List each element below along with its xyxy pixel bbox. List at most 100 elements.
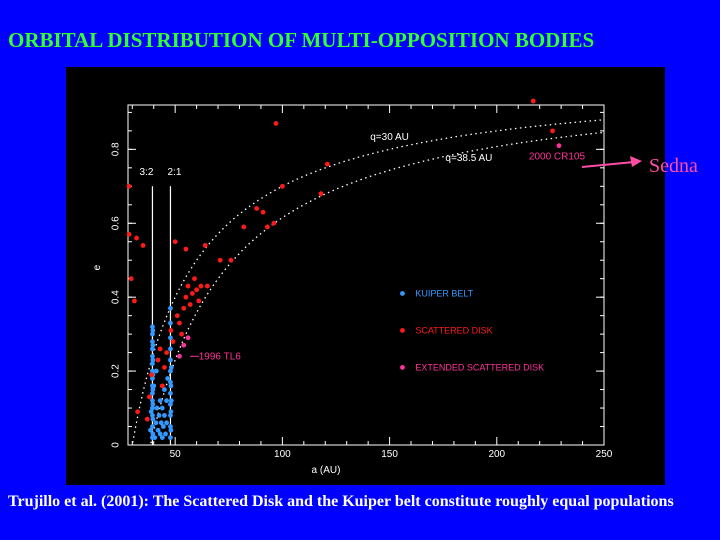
data-point [168, 409, 174, 415]
data-point [150, 424, 155, 429]
data-point [140, 243, 146, 248]
x-axis-label: a (AU) [312, 465, 341, 476]
data-point [152, 435, 158, 441]
data-point [168, 357, 173, 363]
data-point [150, 416, 156, 422]
plot-panel: 50 100 150 200 250 0 0.2 0.4 0.6 0.8 a (AU) e q=30 … [66, 67, 665, 485]
data-point [181, 305, 187, 311]
legend-marker [400, 364, 405, 370]
data-point [202, 243, 208, 248]
y-tick-label: 0.4 [111, 290, 122, 304]
axes: 50 100 150 200 250 0 0.2 0.4 0.6 0.8 a (AU) e [92, 104, 613, 476]
data-point [168, 305, 173, 311]
y-tick-label: 0.2 [111, 364, 122, 378]
resonance-label: 3:2 [139, 167, 153, 178]
data-point [150, 328, 156, 333]
data-point [148, 409, 154, 415]
data-point [194, 287, 200, 293]
data-point [155, 357, 161, 363]
legend-marker [400, 291, 405, 296]
data-point [150, 387, 156, 392]
data-point [168, 320, 173, 326]
data-point [150, 413, 155, 418]
data-point [159, 405, 165, 411]
legend-marker [400, 328, 405, 333]
data-point [168, 413, 173, 418]
data-point [147, 394, 152, 400]
data-point [260, 209, 266, 215]
data-point [168, 435, 173, 441]
data-point [168, 335, 173, 341]
data-point [150, 405, 155, 411]
y-axis-label: e [92, 264, 103, 270]
data-point [162, 413, 167, 418]
data-point [189, 291, 195, 296]
data-point [126, 231, 132, 237]
data-point [149, 372, 154, 378]
data-point [165, 376, 171, 381]
data-point [254, 206, 260, 211]
data-point [168, 424, 173, 429]
data-point [163, 431, 168, 437]
data-point [168, 346, 173, 352]
data-point [279, 183, 285, 189]
data-point [156, 413, 162, 418]
data-point [148, 427, 153, 433]
plot-frame [127, 104, 605, 446]
scatter-chart: 50 100 150 200 250 0 0.2 0.4 0.6 0.8 a (AU) e q=30 … [92, 98, 613, 476]
annotation-label: 1996 TL6 [199, 351, 242, 362]
data-point [183, 294, 189, 300]
data-point [196, 298, 202, 304]
data-point [264, 224, 270, 230]
data-point [150, 376, 155, 381]
legend-label: EXTENDED SCATTERED DISK [415, 362, 544, 372]
data-point [181, 342, 187, 348]
data-point [187, 302, 193, 307]
annotations: 1996 TL6 2000 CR105 [190, 152, 586, 362]
data-point [153, 420, 159, 426]
x-tick-label: 150 [381, 449, 398, 460]
x-tick-label: 200 [488, 449, 505, 460]
data-point [157, 346, 163, 352]
data-point [132, 298, 137, 304]
resonance-label: 2:1 [168, 167, 182, 178]
data-point [204, 283, 210, 289]
perihelion-curve [132, 119, 603, 443]
y-tick-label: 0.8 [111, 142, 122, 156]
data-point [150, 346, 155, 352]
data-point [530, 98, 536, 104]
data-point [164, 398, 169, 404]
data-point [168, 364, 174, 370]
data-point [325, 161, 330, 167]
data-point [155, 427, 161, 433]
data-point [158, 420, 164, 426]
data-point [183, 246, 189, 252]
sedna-label: Sedna [649, 155, 698, 177]
y-tick-label: 0.6 [111, 216, 122, 230]
data-point [164, 350, 169, 356]
data-point [128, 276, 134, 282]
data-point [168, 398, 174, 404]
data-point [550, 128, 555, 134]
perihelion-curves: q=30 AU q=38.5 AU [132, 119, 604, 444]
data-point [150, 324, 155, 330]
data-point [150, 390, 155, 396]
data-point [160, 424, 166, 429]
perihelion-curve [150, 131, 604, 444]
data-point [150, 368, 155, 374]
y-tick-label: 0 [111, 442, 122, 448]
data-point [150, 431, 156, 437]
data-point [150, 401, 156, 407]
data-point [157, 431, 163, 437]
data-point [198, 283, 204, 289]
data-point [179, 331, 185, 337]
data-point [192, 276, 197, 282]
annotation-label: 2000 CR105 [529, 152, 586, 163]
data-point [271, 220, 277, 226]
data-point [168, 328, 174, 333]
data-point [154, 405, 160, 411]
data-point [168, 401, 173, 407]
data-point [174, 313, 180, 319]
data-point [150, 342, 156, 348]
data-point [150, 331, 155, 337]
